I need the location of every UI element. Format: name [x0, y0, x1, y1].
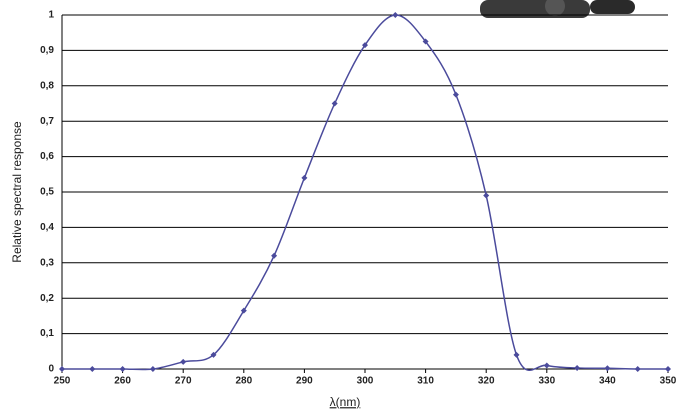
x-tick-label: 320	[478, 376, 495, 387]
marker	[543, 362, 550, 369]
y-axis-title: Relative spectral response	[10, 121, 24, 263]
marker	[634, 366, 641, 372]
marker	[149, 366, 156, 372]
marker	[604, 365, 611, 372]
y-tick-label: 0,9	[40, 45, 54, 56]
y-tick-label: 0,1	[40, 328, 54, 339]
marker	[210, 351, 217, 358]
y-tick-label: 0	[48, 364, 54, 375]
x-tick-label: 260	[114, 376, 131, 387]
marker	[665, 366, 671, 372]
marker	[422, 38, 429, 45]
y-tick-label: 1	[48, 10, 54, 21]
device-image	[480, 0, 635, 18]
marker	[513, 351, 520, 358]
x-tick-label: 280	[235, 376, 252, 387]
marker	[331, 100, 338, 107]
line	[62, 14, 669, 371]
marker	[240, 307, 247, 314]
marker	[574, 364, 581, 371]
marker	[392, 12, 399, 18]
marker	[301, 174, 308, 181]
marker	[452, 91, 459, 98]
x-tick-label: 310	[417, 376, 434, 387]
marker	[59, 366, 65, 372]
marker	[89, 366, 96, 372]
x-tick-label: 270	[175, 376, 192, 387]
y-tick-label: 0,7	[40, 116, 54, 127]
y-tick-label: 0,4	[40, 222, 54, 233]
x-axis-title: λ(nm)	[330, 395, 361, 409]
x-tick-label: 330	[538, 376, 555, 387]
marker	[119, 366, 126, 372]
y-tick-label: 0,3	[40, 257, 54, 268]
marker	[271, 252, 278, 259]
x-tick-label: 350	[660, 376, 677, 387]
y-tick-label: 0,2	[40, 293, 54, 304]
x-tick-label: 250	[54, 376, 71, 387]
marker	[483, 192, 490, 199]
y-tick-label: 0,5	[40, 187, 54, 198]
x-tick-label: 300	[357, 376, 374, 387]
marker	[180, 358, 187, 365]
marker	[362, 42, 368, 49]
x-tick-label: 290	[296, 376, 313, 387]
x-tick-label: 340	[599, 376, 616, 387]
y-tick-label: 0,8	[40, 80, 54, 91]
y-tick-label: 0,6	[40, 151, 54, 162]
